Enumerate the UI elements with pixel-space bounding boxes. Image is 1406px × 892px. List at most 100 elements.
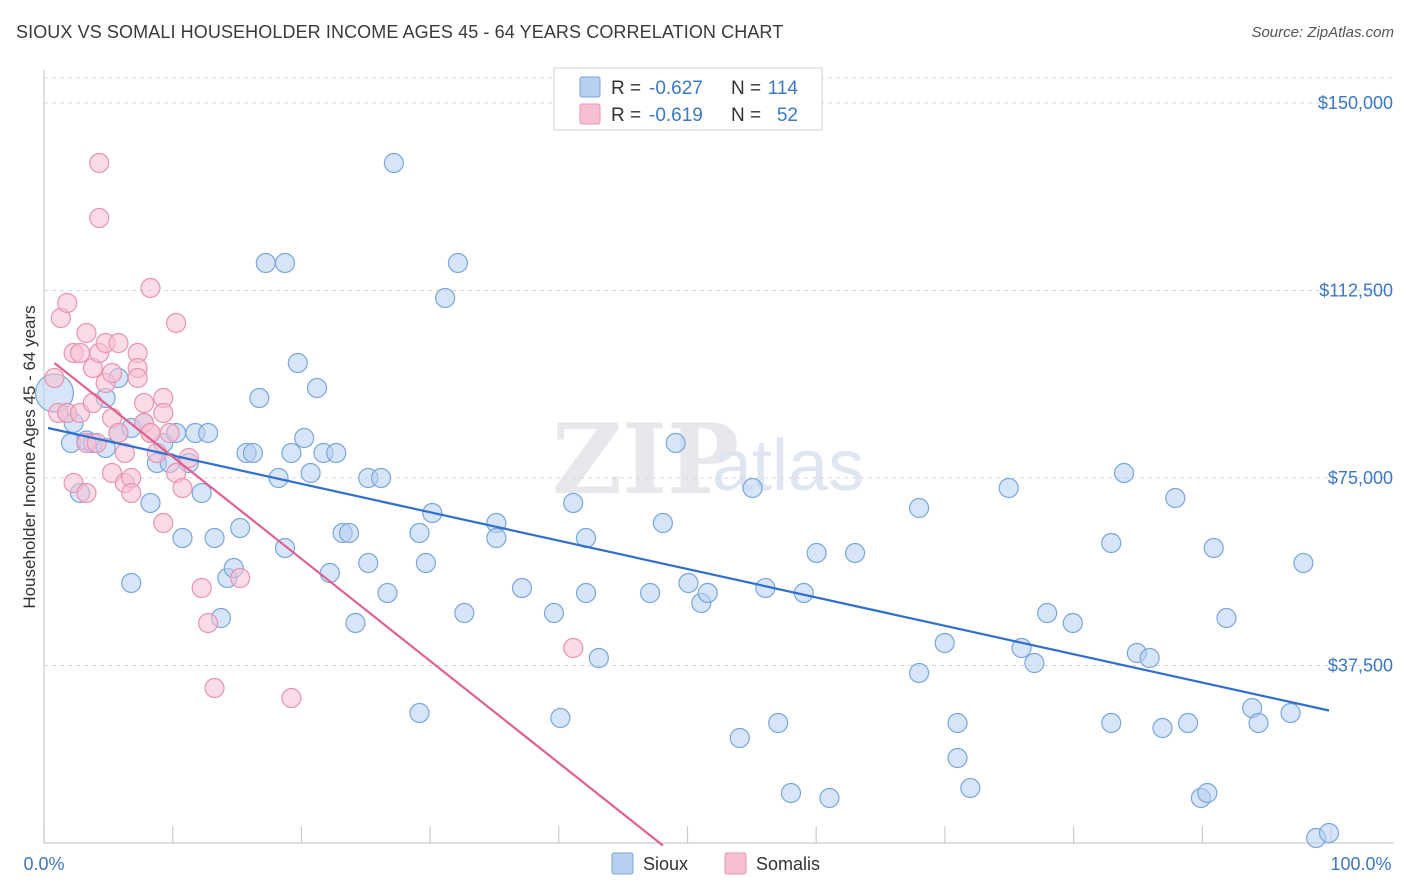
- y-tick-labels: $37,500 $75,000 $112,500 $150,000: [1318, 93, 1393, 676]
- data-point: [153, 402, 174, 424]
- data-point: [1101, 712, 1122, 734]
- data-point: [550, 707, 571, 729]
- data-point: [697, 582, 718, 604]
- data-point: [652, 512, 673, 534]
- data-point: [294, 427, 315, 449]
- data-point: [1216, 607, 1237, 629]
- data-point: [57, 292, 78, 314]
- somali-r-label: R =: [611, 105, 641, 126]
- x-tick-label-max: 100.0%: [1330, 854, 1391, 874]
- data-point: [76, 482, 97, 504]
- data-point: [249, 387, 270, 409]
- y-tick-label: $75,000: [1328, 468, 1393, 488]
- data-point: [768, 712, 789, 734]
- stats-legend: R = -0.627 N = 114 R = -0.619 N = 52: [553, 67, 823, 131]
- data-point: [1139, 647, 1160, 669]
- series-somalis: [44, 152, 584, 709]
- y-axis-title: Householder Income Ages 45 - 64 years: [20, 305, 39, 608]
- sioux-n-label: N =: [731, 78, 761, 99]
- data-point: [1293, 552, 1314, 574]
- data-point: [153, 512, 174, 534]
- somali-n-label: N =: [731, 105, 761, 126]
- data-point: [454, 602, 475, 624]
- data-point: [383, 152, 404, 174]
- data-point: [114, 442, 135, 464]
- data-point: [729, 727, 750, 749]
- data-point: [172, 527, 193, 549]
- sioux-r-value: -0.627: [649, 78, 703, 99]
- watermark-atlas: atlas: [712, 426, 864, 506]
- data-point: [287, 352, 308, 374]
- data-point: [127, 367, 148, 389]
- data-point: [377, 582, 398, 604]
- data-point: [230, 567, 251, 589]
- series-legend: Sioux Somalis: [611, 852, 820, 875]
- somali-n-value: 52: [777, 105, 798, 126]
- data-point: [1101, 532, 1122, 554]
- data-point: [780, 782, 802, 804]
- data-point: [121, 482, 142, 504]
- data-point: [89, 207, 110, 229]
- data-point: [742, 477, 763, 499]
- data-point: [960, 777, 981, 799]
- data-point: [242, 442, 264, 464]
- data-point: [1113, 462, 1135, 484]
- data-point: [255, 252, 276, 274]
- data-point: [44, 367, 65, 389]
- data-point: [358, 552, 379, 574]
- data-point: [588, 647, 609, 669]
- data-point: [370, 467, 392, 489]
- data-point: [191, 482, 212, 504]
- data-point: [159, 422, 180, 444]
- data-point: [1203, 537, 1224, 559]
- data-point: [89, 152, 110, 174]
- data-point: [69, 342, 91, 364]
- data-point: [639, 582, 661, 604]
- data-point: [300, 462, 321, 484]
- data-point: [575, 582, 597, 604]
- data-point: [166, 312, 187, 334]
- data-point: [1197, 782, 1218, 804]
- data-point: [678, 572, 699, 594]
- data-point: [198, 422, 219, 444]
- data-point: [908, 497, 930, 519]
- data-point: [1318, 822, 1340, 844]
- y-tick-label: $37,500: [1328, 656, 1393, 676]
- data-point: [1248, 712, 1269, 734]
- legend-sioux-label: Sioux: [643, 854, 688, 874]
- data-point: [486, 527, 507, 549]
- somali-trend-line: [53, 362, 664, 847]
- data-point: [108, 422, 129, 444]
- data-point: [326, 442, 347, 464]
- series-sioux: [34, 152, 1340, 849]
- data-point: [121, 572, 142, 594]
- data-point: [447, 252, 469, 274]
- data-point: [435, 287, 456, 309]
- data-point: [1177, 712, 1199, 734]
- data-point: [947, 747, 968, 769]
- data-point: [1165, 487, 1186, 509]
- data-point: [140, 492, 161, 514]
- data-point: [319, 562, 340, 584]
- data-point: [338, 522, 360, 544]
- sioux-trend-line: [47, 426, 1330, 712]
- somali-swatch: [579, 103, 601, 125]
- data-point: [191, 577, 212, 599]
- data-point: [934, 632, 955, 654]
- chart-title: SIOUX VS SOMALI HOUSEHOLDER INCOME AGES …: [16, 22, 784, 42]
- data-point: [415, 552, 436, 574]
- data-point: [306, 377, 328, 399]
- data-point: [274, 252, 296, 274]
- data-point: [1037, 602, 1058, 624]
- data-point: [998, 477, 1019, 499]
- data-point: [281, 687, 302, 709]
- sioux-swatch: [579, 76, 601, 98]
- sioux-r-label: R =: [611, 78, 641, 99]
- data-point: [665, 432, 686, 454]
- data-point: [345, 612, 366, 634]
- data-point: [1024, 652, 1045, 674]
- data-point: [563, 492, 584, 514]
- data-point: [281, 442, 302, 464]
- data-point: [101, 362, 123, 384]
- legend-somalis-swatch: [724, 852, 747, 875]
